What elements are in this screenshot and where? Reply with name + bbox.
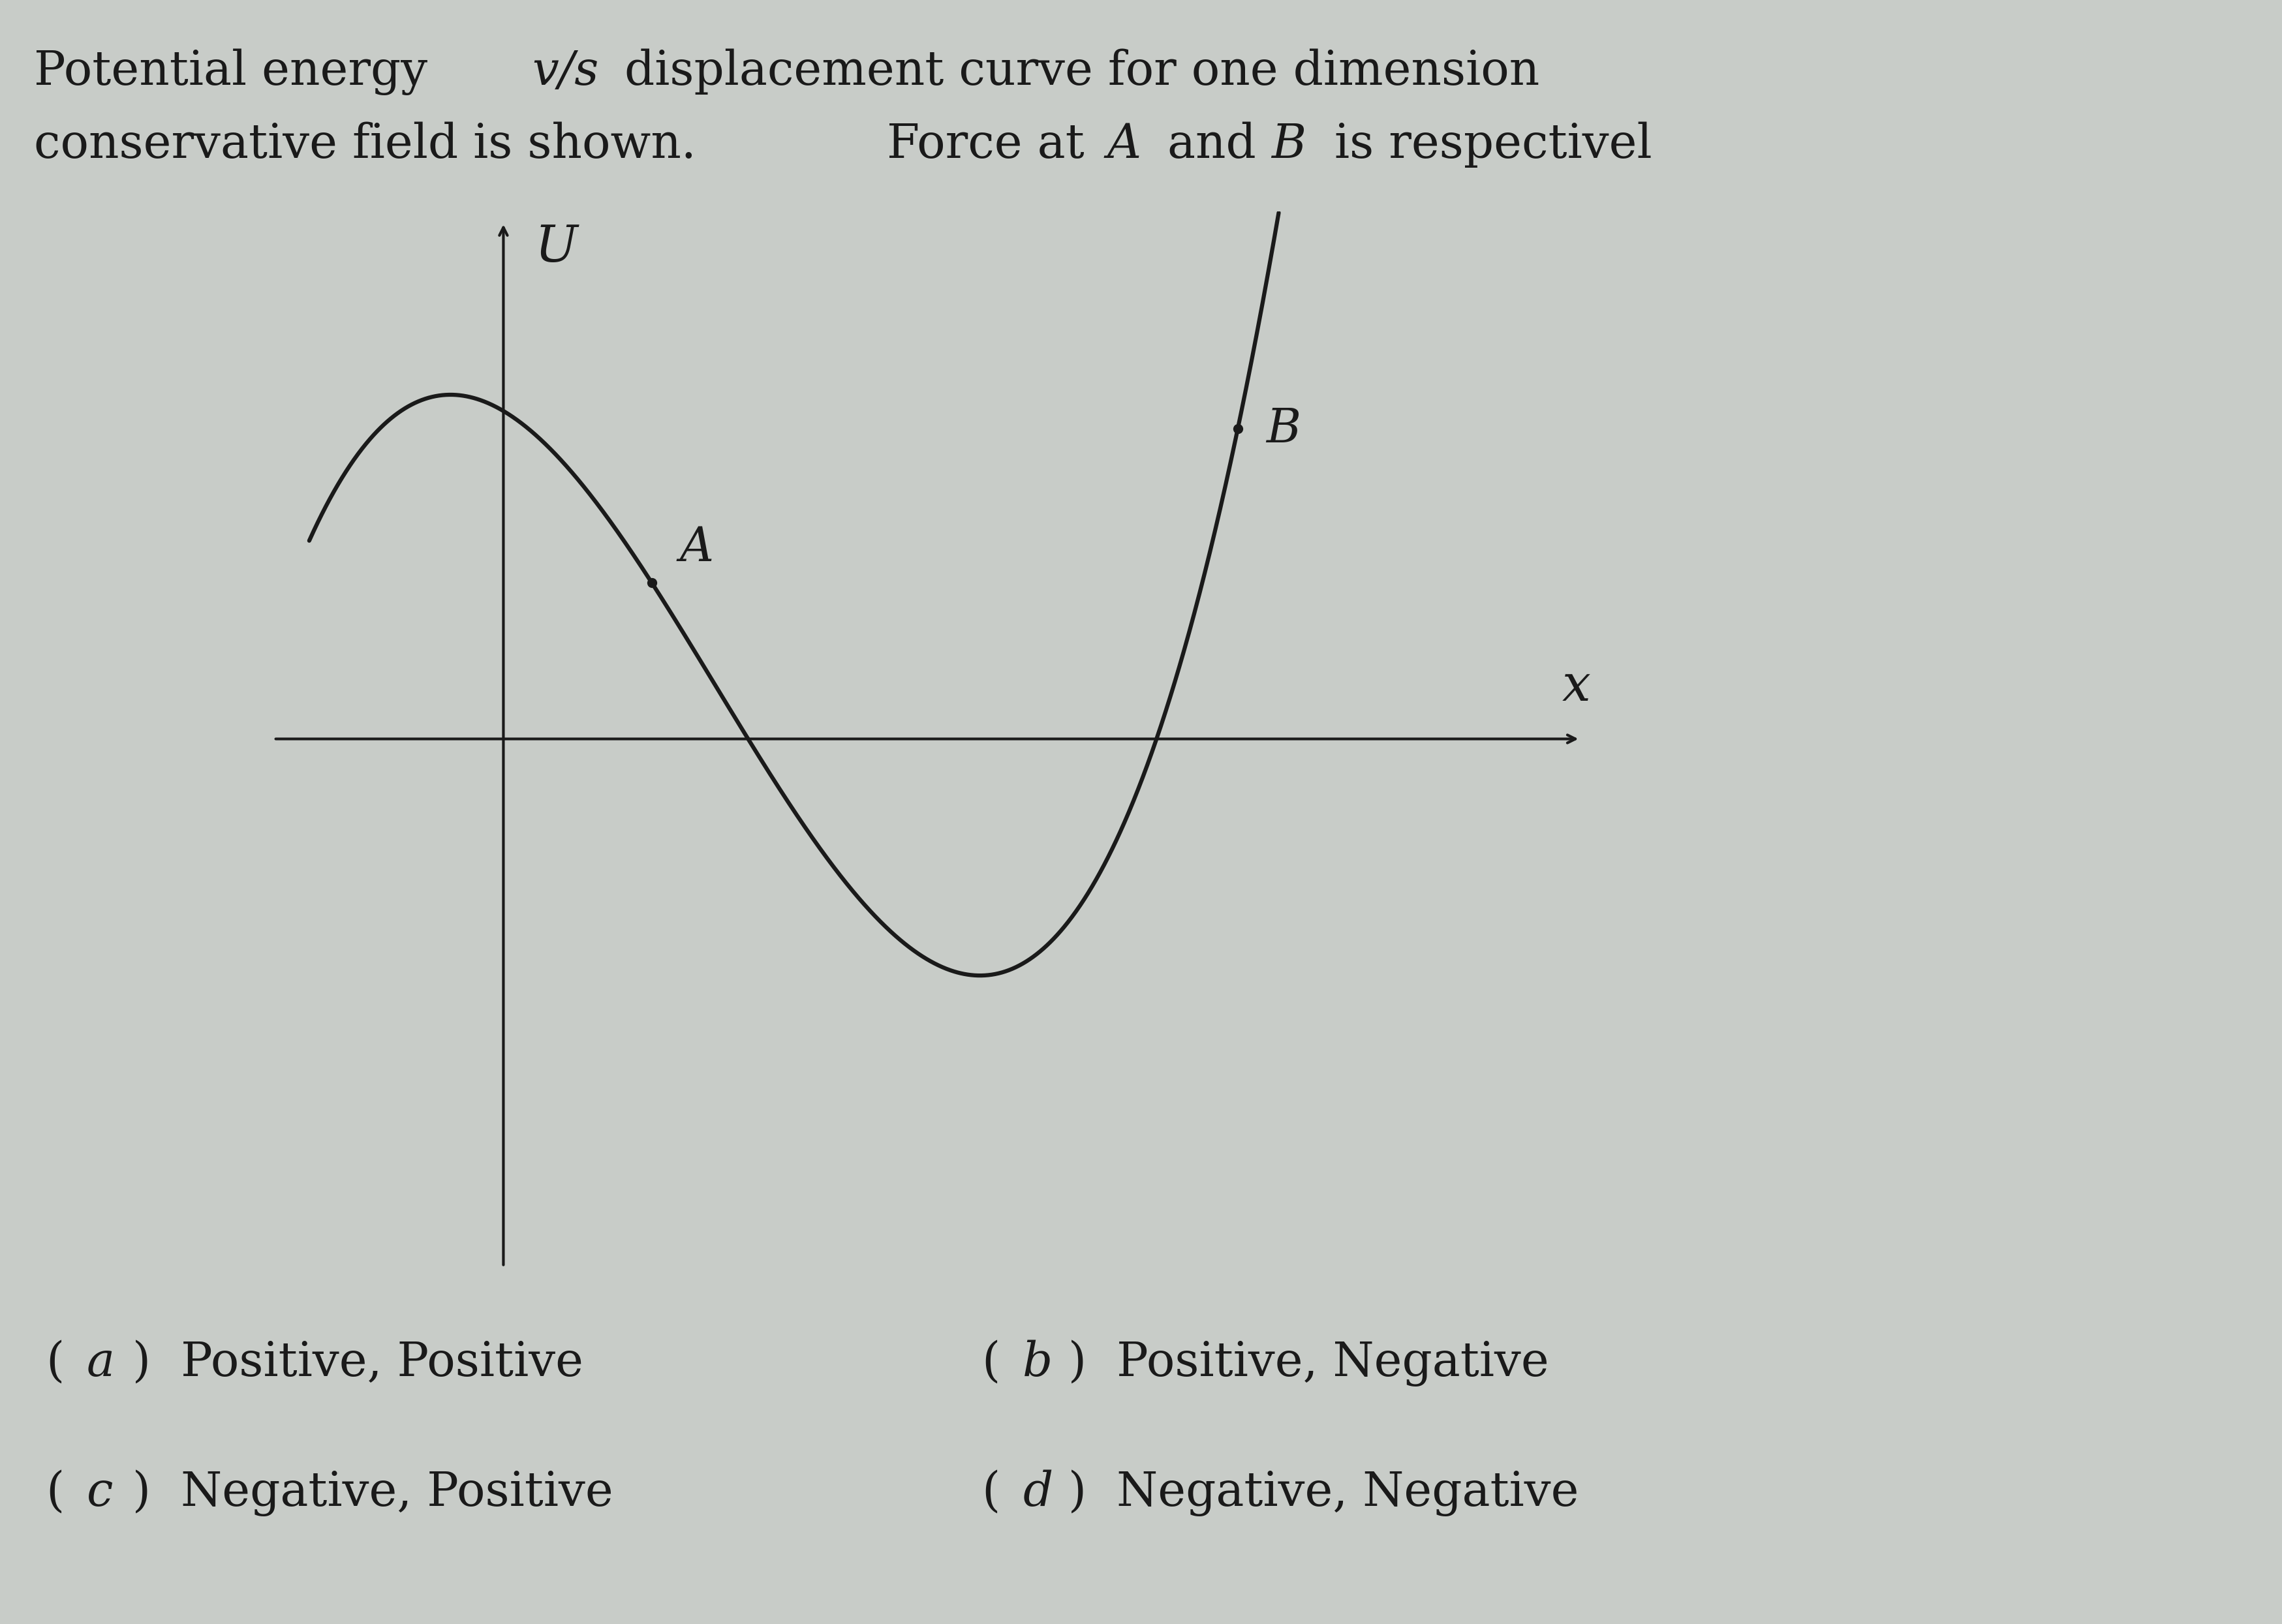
Text: x: x (1561, 661, 1591, 711)
Text: )  Negative, Negative: ) Negative, Negative (1068, 1470, 1579, 1517)
Text: a: a (87, 1340, 114, 1385)
Text: A: A (1107, 122, 1141, 167)
Text: (: ( (46, 1340, 64, 1385)
Text: B: B (1267, 406, 1301, 451)
Text: )  Positive, Negative: ) Positive, Negative (1068, 1340, 1549, 1387)
Text: )  Negative, Positive: ) Negative, Positive (132, 1470, 614, 1517)
Text: v/s: v/s (532, 49, 598, 94)
Text: c: c (87, 1470, 114, 1515)
Text: Force at: Force at (872, 122, 1100, 167)
Text: and: and (1152, 122, 1271, 167)
Text: d: d (1022, 1470, 1052, 1515)
Text: A: A (680, 525, 714, 572)
Text: )  Positive, Positive: ) Positive, Positive (132, 1340, 584, 1385)
Text: displacement curve for one dimension: displacement curve for one dimension (609, 49, 1538, 94)
Text: is respectivel: is respectivel (1319, 122, 1652, 167)
Text: conservative field is shown.: conservative field is shown. (34, 122, 696, 167)
Text: (: ( (981, 1340, 1000, 1385)
Text: (: ( (981, 1470, 1000, 1515)
Text: B: B (1271, 122, 1305, 167)
Text: U: U (534, 222, 577, 273)
Text: b: b (1022, 1340, 1052, 1385)
Text: Potential energy: Potential energy (34, 49, 443, 96)
Text: (: ( (46, 1470, 64, 1515)
